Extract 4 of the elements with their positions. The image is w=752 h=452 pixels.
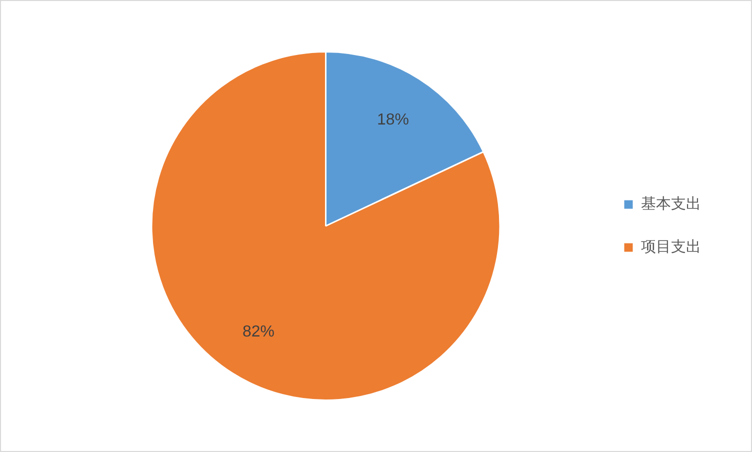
legend-label: 项目支出: [641, 238, 701, 256]
data-label: 82%: [242, 323, 275, 340]
legend-label: 基本支出: [641, 196, 701, 213]
data-label: 18%: [376, 111, 409, 128]
